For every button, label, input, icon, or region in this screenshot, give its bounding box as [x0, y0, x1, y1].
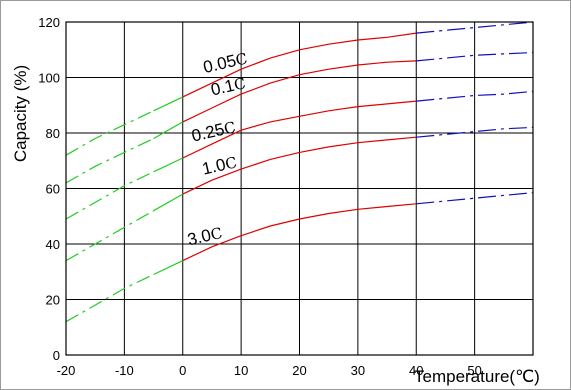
x-tick-label: 40: [409, 363, 423, 378]
x-axis-label: Temperature(℃): [414, 367, 540, 386]
series-label-unit: C: [209, 224, 224, 244]
high-temp-segment: [416, 192, 534, 205]
low-temp-segment: [65, 210, 154, 262]
high-temp-segment: [416, 21, 534, 34]
series-line-1-0C: [65, 126, 534, 262]
low-temp-segment: [153, 260, 184, 276]
low-temp-segment: [65, 137, 154, 184]
plot-area-border: [65, 21, 534, 356]
x-tick-label: 30: [351, 363, 365, 378]
x-tick-label: 10: [234, 363, 248, 378]
series-line-0-1C: [65, 51, 534, 184]
y-tick-label: 0: [53, 348, 60, 363]
series-label-unit: C: [234, 49, 249, 69]
mid-temp-segment: [182, 60, 417, 123]
series-label-value: 3.0: [186, 226, 213, 250]
low-temp-segment: [153, 157, 184, 173]
series-label-0-1C: 0.1C: [209, 73, 247, 99]
y-tick-label: 80: [46, 126, 60, 141]
high-temp-segment: [416, 90, 534, 102]
series-label-unit: C: [232, 74, 247, 94]
y-tick-label: 60: [46, 182, 60, 197]
mid-temp-segment: [182, 32, 417, 98]
series-line-3-0C: [65, 192, 534, 323]
low-temp-segment: [65, 171, 154, 220]
series-label-0-25C: 0.25C: [190, 117, 238, 146]
x-tick-label: 50: [467, 363, 481, 378]
x-tick-label: -10: [115, 363, 134, 378]
y-tick-label: 20: [46, 293, 60, 308]
series-label-0-05C: 0.05C: [201, 48, 249, 77]
x-tick-label: 0: [179, 363, 186, 378]
series-label-unit: C: [223, 153, 238, 173]
mid-temp-segment: [182, 203, 417, 262]
grid-layer: [65, 21, 533, 356]
x-tick-label: 20: [292, 363, 306, 378]
series-label-3-0C: 3.0C: [186, 223, 224, 249]
low-temp-segment: [65, 273, 154, 323]
series-label-value: 1.0: [200, 155, 227, 179]
high-temp-segment: [416, 126, 534, 138]
high-temp-segment: [416, 51, 534, 62]
x-tick-label: -20: [57, 363, 76, 378]
low-temp-segment: [153, 193, 184, 212]
series-line-0-05C: [65, 21, 534, 156]
y-tick-label: 100: [38, 71, 60, 86]
low-temp-segment: [153, 121, 184, 140]
curve-layer: [65, 21, 534, 323]
tick-label-layer: -20 -10 0 10 20 30 40 50 0 20 40 60 80 100 120: [38, 15, 482, 378]
mid-temp-segment: [182, 100, 417, 159]
mid-temp-segment: [182, 136, 417, 195]
series-line-0-25C: [65, 90, 534, 220]
y-axis-label: Capacity (%): [11, 65, 30, 162]
series-label-1-0C: 1.0C: [200, 152, 238, 178]
y-tick-label: 120: [38, 15, 60, 30]
series-label-value: 0.1: [209, 76, 236, 100]
y-tick-label: 40: [46, 237, 60, 252]
low-temp-segment: [65, 110, 154, 156]
series-label-unit: C: [222, 118, 237, 138]
low-temp-segment: [153, 96, 184, 112]
series-label-value: 0.25: [190, 120, 227, 146]
